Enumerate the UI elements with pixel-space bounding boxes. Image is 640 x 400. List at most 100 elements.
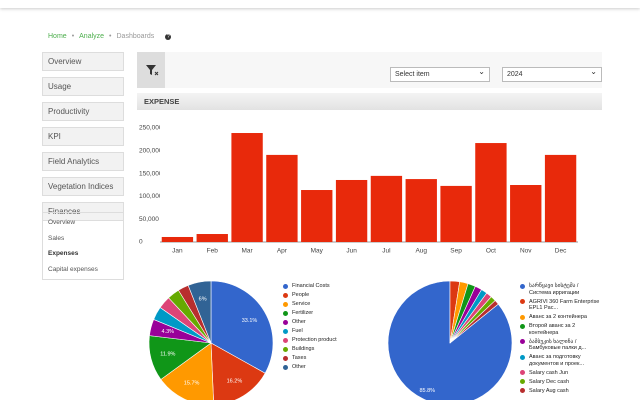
legend: Financial Costs People Service Fertilizer Ot… [283,283,337,373]
filter-button[interactable] [137,52,165,88]
crumb: Dashboards [116,33,155,40]
legend-entry: Service [283,301,337,307]
x-tick-label: Jul [382,248,391,255]
bar [405,179,437,242]
section-title: EXPENSE [137,93,602,110]
legend-label: Buildings [292,346,315,352]
legend-entry: Второй аванс за 2 контейнера [520,323,602,336]
bar [196,234,228,242]
legend-swatch [520,339,525,344]
x-tick-label: Aug [415,248,427,255]
legend-swatch [520,283,525,289]
x-tick-label: Feb [207,248,219,255]
pie-slice [160,342,214,400]
bar [231,133,263,242]
submenu-item[interactable]: Capital expenses [48,265,98,273]
legend-label: Salary Aug cash [529,387,569,394]
legend-label: People [292,292,310,298]
pie-slice [187,280,212,344]
bar [266,154,298,242]
menu-item[interactable]: Productivity [42,102,124,121]
menu-item[interactable]: Usage [42,77,124,96]
legend-swatch [283,355,288,361]
legend-swatch [283,328,288,334]
legend-swatch [520,379,525,384]
menu-item[interactable]: Vegetation Indices [42,177,124,196]
legend-entry: Fuel [283,328,337,334]
y-tick-label: 150,000 [139,170,163,177]
legend-entry: Salary Dec cash [520,379,602,386]
legend-entry: Salary Aug cash [520,388,602,395]
legend-swatch [520,314,525,320]
bar [335,179,368,242]
bar [475,143,507,242]
legend-label: Второй аванс за 2 контейнера [529,323,576,336]
legend-swatch [283,346,288,352]
help-icon[interactable]: ? [165,33,172,40]
legend-entry: Taxes [283,355,337,361]
legend-label: Taxes [292,355,307,361]
legend-label: Fertilizer [292,310,314,316]
filter-icon [146,65,159,76]
legend-label: Protection product [292,337,337,343]
legend-entry: AGRIVI 360 Farm Enterprise EPL1 Pac... [520,299,602,312]
legend-entry: Salary cash Jun [520,370,602,377]
x-tick-label: May [311,248,324,255]
legend-entry: Аванс за подготовку документов и проек..… [520,354,602,367]
legend-swatch [283,364,288,370]
legend-entry: ბამბუკის ხალიჩა / Бамбуковые палки д... [520,339,602,352]
pie-slice [210,342,266,400]
x-tick-label: Sep [450,248,462,255]
legend-entry: Protection product [283,337,337,343]
item-select[interactable]: Select item [390,65,490,82]
bar [370,175,403,242]
submenu-item[interactable]: Overview [48,219,76,226]
menu-item[interactable]: Overview [42,52,124,71]
x-tick-label: Oct [486,248,496,255]
crumb[interactable]: Analyze [79,33,105,40]
legend-label: Fuel [292,328,303,334]
legend-entry: Buildings [283,346,337,352]
legend-entry: სარწყავი სისტემა / Система ирригации [520,283,602,296]
legend-label: Other [292,319,306,325]
slice-label: 16.2% [227,378,243,384]
legend-label: სარწყავი სისტემა / Система ирригации [529,283,580,296]
legend-label: Аванс за подготовку документов и проек..… [529,354,585,367]
legend-swatch [520,354,525,360]
slice-label: 6% [199,297,207,303]
legend-entry: People [283,292,337,298]
legend-entry: Fertilizer [283,310,337,316]
menu-item[interactable]: Field Analytics [42,152,124,171]
x-tick-label: Jun [346,248,357,255]
y-tick-labels: 0 50,000 100,000 150,000 200,000 250,000 [139,125,163,246]
legend: სარწყავი სისტემა / Система ирригации AGRI… [520,283,602,397]
legend-swatch [520,370,525,375]
legend-label: AGRIVI 360 Farm Enterprise EPL1 Pac... [529,298,600,312]
menu-item[interactable]: KPI [42,127,124,146]
pie-slice [449,300,499,344]
menu-item[interactable]: Finances [42,202,124,221]
legend-entry: Аванс за 2 контейнера [520,314,602,321]
submenu-item[interactable]: Expenses [48,250,79,257]
x-tick-label: Nov [520,248,532,255]
bar [510,185,542,242]
legend-label: Salary cash Jun [529,369,569,376]
x-tick-label: Mar [241,248,253,255]
y-tick-label: 100,000 [139,193,163,200]
legend-swatch [520,388,525,393]
legend-swatch [283,292,288,298]
bar [161,236,194,242]
legend-swatch [283,301,288,307]
breadcrumb: Home • Analyze • Dashboards ? [48,33,172,40]
crumb[interactable]: Home [48,33,67,40]
legend-label: Аванс за 2 контейнера [529,314,587,320]
legend-swatch [520,323,525,329]
submenu-item[interactable]: Sales [48,234,65,242]
legend-swatch [520,299,525,304]
year-select[interactable]: 2024 [502,65,602,82]
slice-label: 33.1% [242,318,258,324]
y-tick-label: 50,000 [139,216,159,223]
bar [301,190,333,242]
slice-label: 4.3% [162,329,175,335]
